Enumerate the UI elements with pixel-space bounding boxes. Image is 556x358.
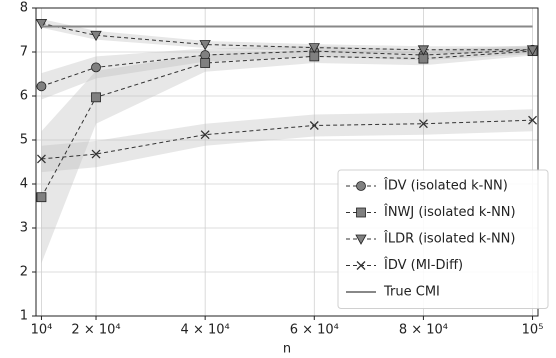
marker [418,119,428,129]
y-tick-label: 5 [20,133,28,148]
y-tick-label: 8 [20,1,28,16]
x-tick-label: 10⁴ [31,323,53,338]
x-tick-label: 8 × 10⁴ [399,323,448,338]
legend-label: ÎDV (MI-Diff) [383,257,463,273]
marker [90,30,102,42]
marker [36,154,46,164]
x-tick-label: 2 × 10⁴ [71,323,120,338]
marker [200,58,211,68]
error-band [41,45,533,100]
series-line [41,119,533,160]
legend-label: ÎLDR (isolated k-NN) [383,231,515,247]
x-axis-label: n [283,342,291,357]
marker [526,45,539,56]
legend-label: ÎDV (isolated k-NN) [383,178,508,194]
plot-frame [35,7,539,317]
y-tick-label: 3 [20,221,28,236]
marker [35,19,48,30]
y-tick-label: 6 [20,89,28,104]
x-tick-label: 10⁵ [522,323,544,338]
marker [91,92,101,103]
marker [417,45,430,56]
marker [36,192,47,203]
series-line [41,22,533,51]
legend-label: True CMI [383,285,440,300]
error-band [41,19,533,54]
legend-label: ÎNWJ (isolated k-NN) [383,204,516,220]
marker [528,115,538,125]
marker [200,130,210,140]
series-line [41,50,533,198]
marker [36,81,47,92]
marker [309,121,319,130]
y-tick-label: 4 [20,177,28,192]
legend: ÎDV (isolated k-NN) ÎNWJ (isolated k-NN) Î… [337,169,549,309]
marker [91,62,101,73]
x-tick-label: 6 × 10⁴ [290,323,339,338]
marker [308,43,320,54]
legend-box [337,169,549,309]
marker [91,149,101,159]
marker [199,40,211,51]
marker [356,261,366,270]
error-band [41,109,533,173]
y-tick-label: 7 [20,45,28,60]
y-tick-label: 1 [20,309,28,324]
marker [355,234,367,245]
marker [356,207,366,218]
y-tick-label: 2 [20,265,28,280]
marker [356,181,366,191]
x-tick-label: 4 × 10⁴ [181,323,230,338]
